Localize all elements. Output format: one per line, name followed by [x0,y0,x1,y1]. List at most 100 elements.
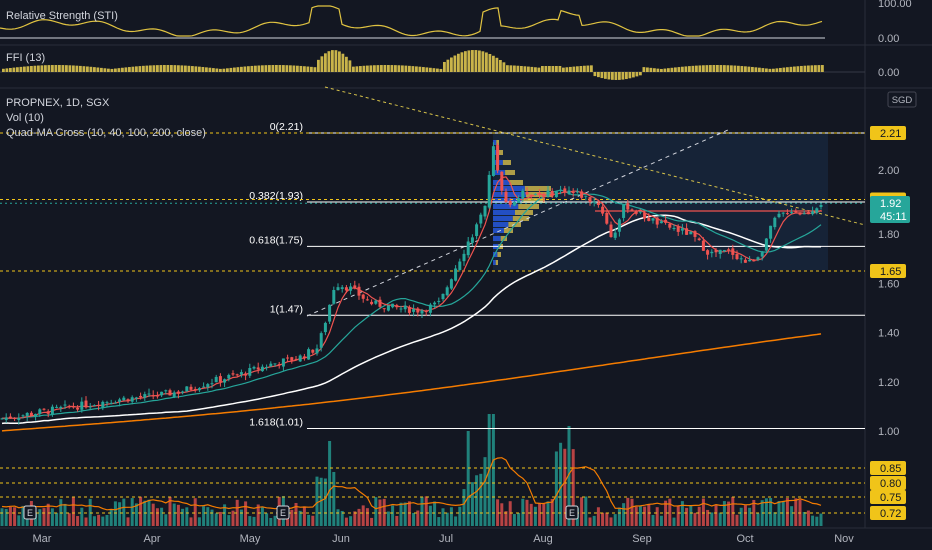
candle-body [80,401,84,410]
candle-body [231,373,235,375]
candle-body [643,212,647,219]
volume-bar [693,512,697,526]
ffi-bar [128,67,131,72]
candle-body [210,383,214,385]
ffi-bar [754,67,758,72]
ffi-bar [712,65,716,72]
quad-ma-legend[interactable]: Quad-MA Cross (10, 40, 100, 200, close) [6,127,206,139]
candle-body [323,322,327,333]
horizontal-levels[interactable] [0,132,865,514]
volume-bar [790,506,794,526]
ffi-bar [593,72,597,77]
candle-body [42,408,46,410]
ffi-bar [485,52,488,72]
candle-body [613,232,617,238]
rsi-title[interactable]: Relative Strength (STI) [6,10,118,22]
ffi-bar [740,66,744,72]
ffi-bar [352,66,355,72]
volume-bar [323,478,327,526]
ffi-bar [156,65,159,72]
volume-bar [8,507,12,526]
candle-body [601,206,605,214]
volume-bar [386,511,390,526]
volume-bar [286,517,290,526]
candle-body [718,249,722,255]
ffi-pane: FFI (13) 0.00 [0,50,899,80]
ffi-bar [30,65,33,72]
candle-body [500,171,504,191]
price-axis[interactable]: 1.80 1.60 1.40 1.20 1.00 [878,229,899,438]
ffi-bar [61,65,65,72]
candle-body [596,202,600,206]
candle-body [399,308,403,310]
volume-profile-bar [493,186,525,191]
volume-profile-bar [515,210,533,215]
candle-body [168,390,172,396]
ffi-bar [33,65,37,72]
ffi-bar [9,67,12,72]
ffi-bar [159,65,163,72]
volume-bar [567,426,571,526]
ffi-bar [145,65,149,72]
candle-body [580,191,584,198]
volume-bar [785,498,789,526]
ffi-bar [376,65,380,72]
ffi-bar [380,65,383,72]
volume-bar [399,502,403,526]
time-axis-label: Nov [834,533,854,545]
volume-bar [554,451,558,526]
ffi-bar [600,72,604,79]
ffi-bar [383,65,387,72]
ffi-bar [677,67,681,72]
ffi-bar [422,67,425,72]
candle-body [470,237,474,243]
ffi-bar [117,68,121,72]
volume-bar [252,516,256,526]
ffi-bar [509,65,513,72]
candle-body [118,399,122,402]
candle-body [668,223,672,228]
volume-bar [294,503,298,526]
candle-body [592,201,596,203]
ffi-bar [205,67,208,72]
volume-bar [374,497,378,526]
candle-body [638,211,642,213]
candle-body [407,306,411,313]
volume-tag-value: 0.80 [880,478,901,490]
ffi-bar [737,65,740,72]
fib-retracement[interactable]: 0(2.21) 0.382(1.93) 0.618(1.75) 1(1.47) 1.61… [249,121,865,430]
ffi-bar [604,72,607,79]
volume-bar [458,506,462,526]
volume-bar [239,509,243,526]
time-axis[interactable]: Mar Apr May Jun Jul Aug Sep Oct Nov [33,533,855,545]
volume-bar [403,502,407,526]
candle-body [735,254,739,260]
ffi-bar [621,72,625,80]
ffi-title[interactable]: FFI (13) [6,52,45,64]
main-pane: 0(2.21) 0.382(1.93) 0.618(1.75) 1(1.47) 1.61… [0,86,917,526]
candle-body [353,285,357,289]
ffi-bar [723,65,726,72]
volume-bar [538,502,542,526]
volume-profile-bar [504,228,513,233]
ffi-bar [614,72,618,80]
candle-body [344,287,348,291]
trendline-down[interactable] [324,86,866,226]
ffi-bar [453,55,457,72]
currency-badge[interactable] [887,91,917,108]
volume-tag-bg [870,506,906,520]
candle-body [769,225,773,239]
volume-bar [500,503,504,526]
vol-legend[interactable]: Vol (10) [6,112,44,124]
symbol-title[interactable]: PROPNEX, 1D, SGX [6,97,110,109]
candle-body [223,379,227,383]
ffi-bar [702,65,705,72]
ffi-bar [166,65,170,72]
volume-profile-bar [493,204,519,209]
ffi-bar [390,65,394,72]
ffi-bar [194,66,198,72]
volume-bar [630,498,634,526]
ffi-bar [793,66,796,72]
